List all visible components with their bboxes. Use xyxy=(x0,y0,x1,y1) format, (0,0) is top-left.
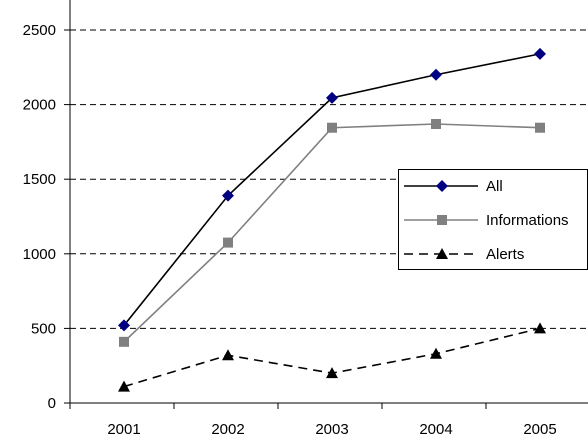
data-point-all-2005 xyxy=(534,47,546,60)
x-tick-label-2003: 2003 xyxy=(315,421,348,438)
data-point-alerts-2004 xyxy=(430,347,442,359)
y-tick-label-1000: 1000 xyxy=(23,246,56,263)
x-tick-label-2004: 2004 xyxy=(419,421,452,438)
legend-marker-alerts xyxy=(436,248,448,259)
legend-label-alerts: Alerts xyxy=(486,246,524,263)
data-point-alerts-2003 xyxy=(326,367,338,379)
legend-entry-informations: Informations xyxy=(404,212,569,229)
y-tick-label-2000: 2000 xyxy=(23,97,56,114)
series-area xyxy=(118,47,546,392)
series-informations xyxy=(119,118,545,347)
x-tick-label-2002: 2002 xyxy=(211,421,244,438)
legend-entry-alerts: Alerts xyxy=(404,246,524,263)
data-point-informations-2002 xyxy=(223,237,233,248)
legend: All Informations Alerts xyxy=(398,169,588,270)
legend-marker-all xyxy=(436,180,448,192)
series-alerts xyxy=(118,322,546,392)
data-point-alerts-2002 xyxy=(222,349,234,361)
y-tick-label-2500: 2500 xyxy=(23,22,56,39)
legend-marker-informations xyxy=(437,215,447,225)
series-all xyxy=(118,47,546,332)
data-point-alerts-2005 xyxy=(534,322,546,334)
y-tick-label-500: 500 xyxy=(31,320,56,337)
axes: 0 500 1000 1500 2000 2500 2001 2002 2003 2004 2005 xyxy=(23,0,588,438)
x-tick-label-2001: 2001 xyxy=(107,421,140,438)
y-tick-label-1500: 1500 xyxy=(23,171,56,188)
data-point-informations-2001 xyxy=(119,336,129,347)
x-tick-label-2005: 2005 xyxy=(523,421,556,438)
legend-label-all: All xyxy=(486,178,503,195)
data-point-all-2001 xyxy=(118,319,130,332)
data-point-all-2003 xyxy=(326,91,338,104)
data-point-informations-2003 xyxy=(327,122,337,133)
data-point-informations-2004 xyxy=(431,118,441,129)
data-point-all-2004 xyxy=(430,68,442,81)
legend-label-informations: Informations xyxy=(486,212,569,229)
y-tick-label-0: 0 xyxy=(48,395,56,412)
data-point-informations-2005 xyxy=(535,122,545,133)
data-point-alerts-2001 xyxy=(118,380,130,392)
legend-entry-all: All xyxy=(404,178,503,195)
data-point-all-2002 xyxy=(222,189,234,202)
